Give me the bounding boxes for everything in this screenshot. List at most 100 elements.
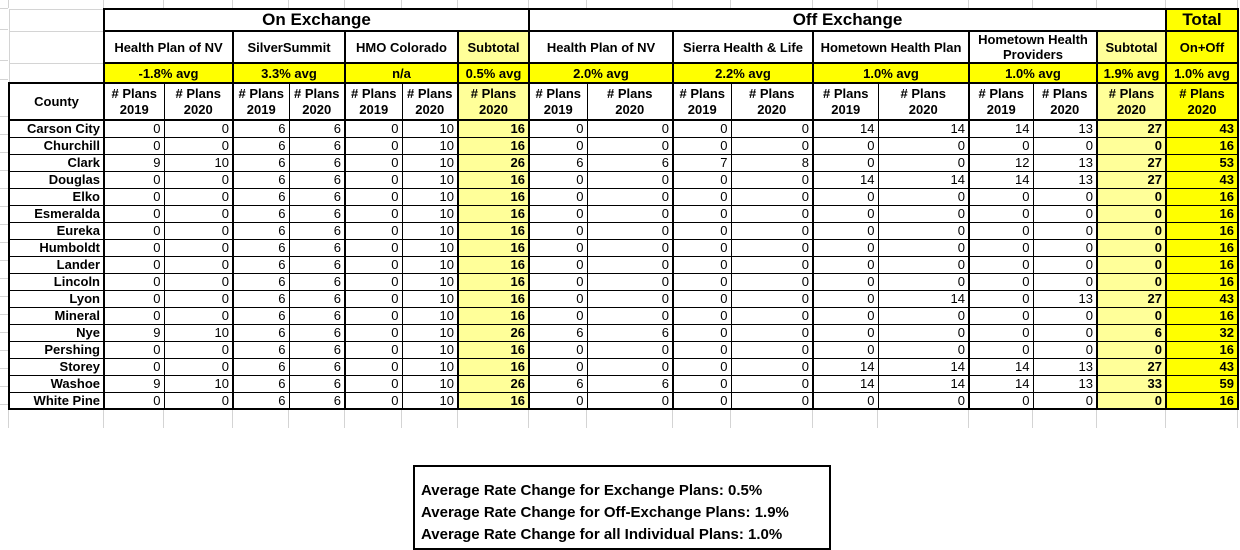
value-cell[interactable]: 0 [163,238,234,257]
value-cell[interactable]: 0 [968,255,1034,274]
value-cell[interactable]: 0 [672,221,732,240]
value-cell[interactable]: 0 [163,170,234,189]
value-cell[interactable]: 14 [968,119,1034,138]
col-header-plans-2019[interactable]: # Plans 2019 [232,82,290,121]
value-cell[interactable]: 0 [344,136,403,155]
value-cell[interactable]: 6 [528,323,588,342]
value-cell[interactable]: 0 [877,153,970,172]
value-cell[interactable]: 13 [1032,119,1098,138]
value-cell[interactable]: 0 [672,119,732,138]
value-cell[interactable]: 27 [1096,170,1167,189]
col-header-plans-2020[interactable]: # Plans 2020 [1096,82,1167,121]
value-cell[interactable]: 0 [586,272,674,291]
value-cell[interactable]: 0 [344,357,403,376]
county-cell[interactable]: Pershing [8,340,105,359]
carrier-header-health-plan-of-nv[interactable]: Health Plan of NV [528,30,674,64]
value-cell[interactable]: 0 [528,136,588,155]
value-cell[interactable]: 16 [457,391,530,410]
value-cell[interactable]: 0 [968,204,1034,223]
county-cell[interactable]: Lyon [8,289,105,308]
value-cell[interactable]: 0 [163,187,234,206]
section-header-off-exchange[interactable]: Off Exchange [528,8,1167,32]
value-cell[interactable]: 0 [1032,306,1098,325]
value-cell[interactable]: 0 [672,306,732,325]
value-cell[interactable]: 0 [877,136,970,155]
value-cell[interactable]: 10 [163,323,234,342]
value-cell[interactable]: 10 [401,204,459,223]
value-cell[interactable]: 0 [344,340,403,359]
county-cell[interactable]: Lincoln [8,272,105,291]
county-cell[interactable]: Humboldt [8,238,105,257]
value-cell[interactable]: 0 [528,187,588,206]
value-cell[interactable]: 6 [288,204,346,223]
carrier-header-silversummit[interactable]: SilverSummit [232,30,346,64]
value-cell[interactable]: 0 [103,136,165,155]
value-cell[interactable]: 0 [103,306,165,325]
carrier-header-hmo-colorado[interactable]: HMO Colorado [344,30,459,64]
avg-rate-cell[interactable]: 0.5% avg [457,62,530,84]
value-cell[interactable]: 0 [877,272,970,291]
value-cell[interactable]: 0 [528,204,588,223]
value-cell[interactable]: 16 [1165,221,1239,240]
avg-rate-cell[interactable]: 2.0% avg [528,62,674,84]
value-cell[interactable]: 0 [1032,238,1098,257]
value-cell[interactable]: 14 [968,170,1034,189]
col-header-plans-2020[interactable]: # Plans 2020 [288,82,346,121]
value-cell[interactable]: 0 [528,119,588,138]
col-header-plans-2019[interactable]: # Plans 2019 [968,82,1034,121]
value-cell[interactable]: 43 [1165,357,1239,376]
value-cell[interactable]: 0 [586,204,674,223]
value-cell[interactable]: 0 [812,136,879,155]
value-cell[interactable]: 0 [103,119,165,138]
value-cell[interactable]: 14 [812,119,879,138]
value-cell[interactable]: 14 [877,119,970,138]
value-cell[interactable]: 0 [968,238,1034,257]
value-cell[interactable]: 0 [586,255,674,274]
value-cell[interactable]: 0 [344,323,403,342]
value-cell[interactable]: 16 [457,187,530,206]
value-cell[interactable]: 0 [344,306,403,325]
value-cell[interactable]: 6 [1096,323,1167,342]
value-cell[interactable]: 0 [586,136,674,155]
value-cell[interactable]: 10 [401,255,459,274]
avg-rate-cell[interactable]: 1.0% avg [1165,62,1239,84]
value-cell[interactable]: 16 [457,289,530,308]
value-cell[interactable]: 0 [1096,136,1167,155]
value-cell[interactable]: 0 [968,187,1034,206]
value-cell[interactable]: 0 [730,272,814,291]
county-cell[interactable]: Nye [8,323,105,342]
value-cell[interactable]: 9 [103,374,165,393]
value-cell[interactable]: 9 [103,323,165,342]
value-cell[interactable]: 6 [288,136,346,155]
value-cell[interactable]: 0 [586,306,674,325]
value-cell[interactable]: 0 [586,221,674,240]
value-cell[interactable]: 0 [586,119,674,138]
carrier-header-hometown-health-providers[interactable]: Hometown Health Providers [968,30,1098,64]
col-header-plans-2019[interactable]: # Plans 2019 [528,82,588,121]
value-cell[interactable]: 0 [344,204,403,223]
county-cell[interactable]: Eureka [8,221,105,240]
value-cell[interactable]: 0 [1032,340,1098,359]
value-cell[interactable]: 0 [672,204,732,223]
value-cell[interactable]: 0 [1032,391,1098,410]
avg-rate-cell[interactable]: 2.2% avg [672,62,814,84]
value-cell[interactable]: 0 [730,204,814,223]
value-cell[interactable]: 6 [288,187,346,206]
value-cell[interactable]: 0 [672,340,732,359]
value-cell[interactable]: 0 [344,272,403,291]
value-cell[interactable]: 6 [586,323,674,342]
value-cell[interactable]: 6 [528,153,588,172]
value-cell[interactable]: 6 [288,119,346,138]
value-cell[interactable]: 0 [1096,306,1167,325]
value-cell[interactable]: 8 [730,153,814,172]
value-cell[interactable]: 0 [1032,272,1098,291]
value-cell[interactable]: 32 [1165,323,1239,342]
value-cell[interactable]: 0 [344,255,403,274]
value-cell[interactable]: 0 [672,255,732,274]
value-cell[interactable]: 0 [344,170,403,189]
value-cell[interactable]: 0 [163,255,234,274]
value-cell[interactable]: 0 [528,340,588,359]
value-cell[interactable]: 16 [457,204,530,223]
value-cell[interactable]: 43 [1165,289,1239,308]
value-cell[interactable]: 16 [1165,306,1239,325]
